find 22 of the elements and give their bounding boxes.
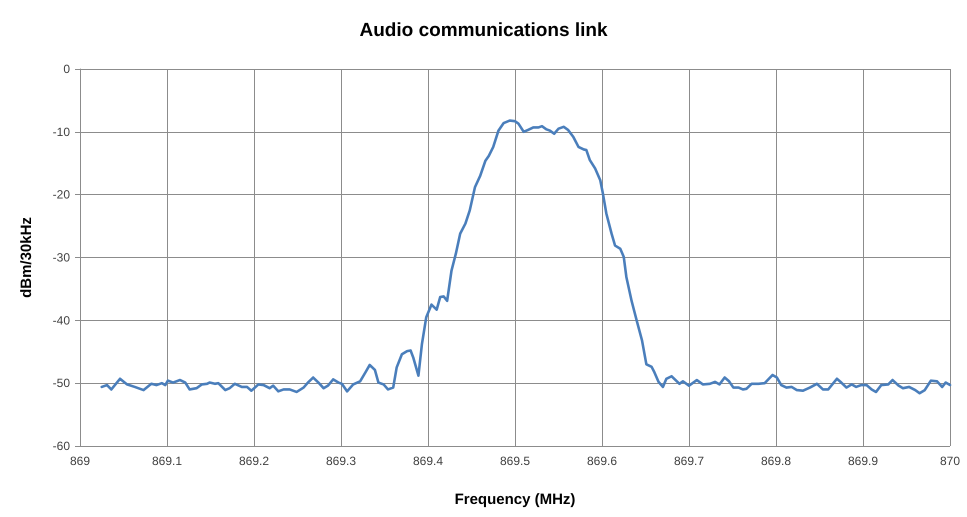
x-tick-label: 869.8	[760, 454, 792, 468]
x-tick-label: 869.5	[500, 454, 530, 468]
line-series	[100, 119, 952, 395]
x-tick-label: 869.7	[674, 454, 704, 468]
y-tick-label: -50	[52, 376, 70, 390]
x-tick-label: 869.1	[152, 454, 182, 468]
y-tick-label: 0	[63, 62, 70, 76]
y-tick-label: -10	[52, 124, 70, 139]
y-tick-label: -30	[52, 250, 70, 264]
x-tick-label: 870	[940, 454, 960, 468]
x-tick-label: 869.9	[848, 454, 878, 468]
x-tick-label: 869	[70, 454, 90, 468]
x-tick-label: 869.3	[326, 454, 356, 468]
x-tick-label: 869.2	[238, 454, 270, 468]
y-tick-label: -40	[52, 313, 70, 328]
y-tick-label: -20	[52, 188, 70, 202]
x-tick-label: 869.6	[586, 454, 618, 468]
x-tick-label: 869.4	[412, 454, 444, 468]
chart-title: Audio communications link	[359, 20, 608, 41]
y-axis-title: dBm/30kHz	[18, 217, 35, 298]
x-axis-title: Frequency (MHz)	[454, 491, 576, 508]
y-tick-label: -60	[52, 439, 70, 453]
